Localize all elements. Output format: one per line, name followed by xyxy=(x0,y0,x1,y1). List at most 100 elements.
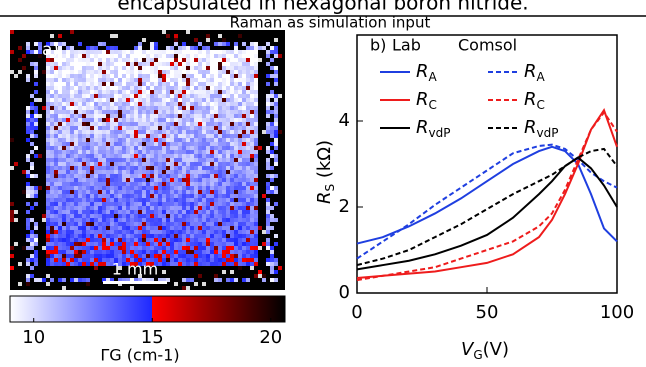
map-pixel xyxy=(174,94,178,98)
map-pixel xyxy=(182,50,186,54)
map-pixel xyxy=(46,154,50,158)
map-pixel xyxy=(238,146,242,150)
map-pixel xyxy=(166,82,170,86)
map-pixel xyxy=(186,122,190,126)
map-pixel xyxy=(94,78,98,82)
map-pixel xyxy=(174,54,178,58)
map-pixel xyxy=(174,154,178,158)
map-pixel xyxy=(54,110,58,114)
map-pixel xyxy=(134,50,138,54)
map-pixel xyxy=(138,190,142,194)
map-pixel xyxy=(186,226,190,230)
map-pixel xyxy=(62,70,66,74)
map-pixel xyxy=(162,78,166,82)
map-pixel xyxy=(226,50,230,54)
map-pixel xyxy=(266,214,270,218)
map-pixel xyxy=(18,46,22,50)
map-pixel xyxy=(70,222,74,226)
map-pixel xyxy=(202,126,206,130)
map-pixel xyxy=(126,66,130,70)
map-pixel xyxy=(94,178,98,182)
map-pixel xyxy=(46,70,50,74)
map-pixel xyxy=(10,210,14,214)
map-pixel xyxy=(182,110,186,114)
map-pixel xyxy=(138,254,142,258)
map-pixel xyxy=(190,122,194,126)
map-pixel xyxy=(74,210,78,214)
map-pixel xyxy=(106,250,110,254)
map-pixel xyxy=(94,202,98,206)
map-pixel xyxy=(214,62,218,66)
map-pixel xyxy=(250,94,254,98)
map-pixel xyxy=(270,258,274,262)
map-pixel xyxy=(102,106,106,110)
map-pixel xyxy=(70,82,74,86)
map-pixel xyxy=(226,238,230,242)
map-pixel xyxy=(46,110,50,114)
map-pixel xyxy=(122,182,126,186)
map-pixel xyxy=(70,250,74,254)
map-pixel xyxy=(130,218,134,222)
map-pixel xyxy=(218,122,222,126)
map-pixel xyxy=(206,178,210,182)
map-pixel xyxy=(166,222,170,226)
map-pixel xyxy=(110,158,114,162)
map-pixel xyxy=(138,250,142,254)
map-pixel xyxy=(62,182,66,186)
map-pixel xyxy=(234,50,238,54)
map-pixel xyxy=(150,198,154,202)
map-pixel xyxy=(138,154,142,158)
map-pixel xyxy=(98,118,102,122)
map-pixel xyxy=(206,142,210,146)
map-pixel xyxy=(206,98,210,102)
map-pixel xyxy=(242,238,246,242)
map-pixel xyxy=(214,190,218,194)
map-pixel xyxy=(34,202,38,206)
map-pixel xyxy=(166,250,170,254)
map-pixel xyxy=(250,62,254,66)
map-pixel xyxy=(114,74,118,78)
map-pixel xyxy=(130,174,134,178)
map-pixel xyxy=(254,102,258,106)
map-pixel xyxy=(242,98,246,102)
map-pixel xyxy=(82,194,86,198)
map-pixel xyxy=(190,230,194,234)
map-pixel xyxy=(106,126,110,130)
map-pixel xyxy=(50,202,54,206)
map-pixel xyxy=(246,242,250,246)
map-pixel xyxy=(238,138,242,142)
map-pixel xyxy=(166,218,170,222)
map-pixel xyxy=(230,138,234,142)
map-pixel xyxy=(90,182,94,186)
map-pixel xyxy=(174,126,178,130)
map-pixel xyxy=(210,78,214,82)
map-pixel xyxy=(114,114,118,118)
map-pixel xyxy=(246,66,250,70)
map-pixel xyxy=(66,218,70,222)
map-pixel xyxy=(150,158,154,162)
map-pixel xyxy=(50,194,54,198)
map-pixel xyxy=(234,146,238,150)
map-pixel xyxy=(142,246,146,250)
map-pixel xyxy=(78,118,82,122)
map-pixel xyxy=(150,238,154,242)
map-pixel xyxy=(234,190,238,194)
map-pixel xyxy=(226,54,230,58)
map-pixel xyxy=(190,142,194,146)
map-pixel xyxy=(106,138,110,142)
map-pixel xyxy=(82,186,86,190)
map-pixel xyxy=(70,278,74,282)
map-pixel xyxy=(198,274,202,278)
map-pixel xyxy=(150,178,154,182)
map-pixel xyxy=(254,118,258,122)
map-pixel xyxy=(46,182,50,186)
map-pixel xyxy=(22,190,26,194)
map-pixel xyxy=(130,114,134,118)
map-pixel xyxy=(206,38,210,42)
map-pixel xyxy=(58,122,62,126)
map-pixel xyxy=(186,202,190,206)
map-pixel xyxy=(138,218,142,222)
map-pixel xyxy=(122,210,126,214)
map-pixel xyxy=(198,122,202,126)
map-pixel xyxy=(222,210,226,214)
